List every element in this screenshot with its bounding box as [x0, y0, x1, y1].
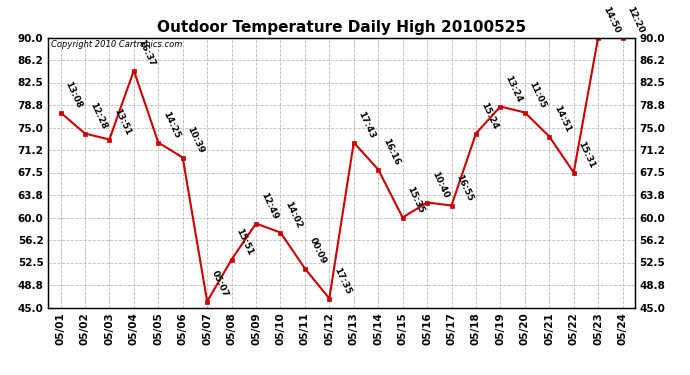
Text: 10:40: 10:40 [430, 170, 450, 200]
Text: 10:39: 10:39 [186, 125, 206, 155]
Text: 15:24: 15:24 [479, 101, 499, 131]
Text: 15:31: 15:31 [576, 140, 597, 170]
Text: 16:55: 16:55 [454, 173, 475, 203]
Text: 12:28: 12:28 [88, 101, 108, 131]
Text: 14:51: 14:51 [552, 104, 572, 134]
Text: 13:24: 13:24 [503, 74, 524, 104]
Text: 17:35: 17:35 [332, 266, 353, 296]
Text: 16:16: 16:16 [381, 137, 402, 167]
Text: 16:37: 16:37 [137, 38, 157, 68]
Text: 11:05: 11:05 [528, 80, 548, 110]
Text: 12:49: 12:49 [259, 191, 279, 221]
Text: 14:50: 14:50 [601, 5, 621, 35]
Text: 05:07: 05:07 [210, 269, 230, 299]
Text: Copyright 2010 Cartronics.com: Copyright 2010 Cartronics.com [51, 40, 183, 49]
Text: 13:51: 13:51 [112, 107, 132, 137]
Text: 17:43: 17:43 [357, 110, 377, 140]
Text: 12:20: 12:20 [625, 5, 646, 35]
Text: 15:35: 15:35 [406, 185, 426, 215]
Text: 13:08: 13:08 [63, 80, 83, 110]
Text: 00:09: 00:09 [308, 236, 328, 266]
Text: 15:51: 15:51 [235, 227, 255, 257]
Text: 14:25: 14:25 [161, 110, 181, 140]
Text: 14:02: 14:02 [283, 200, 304, 230]
Title: Outdoor Temperature Daily High 20100525: Outdoor Temperature Daily High 20100525 [157, 20, 526, 35]
